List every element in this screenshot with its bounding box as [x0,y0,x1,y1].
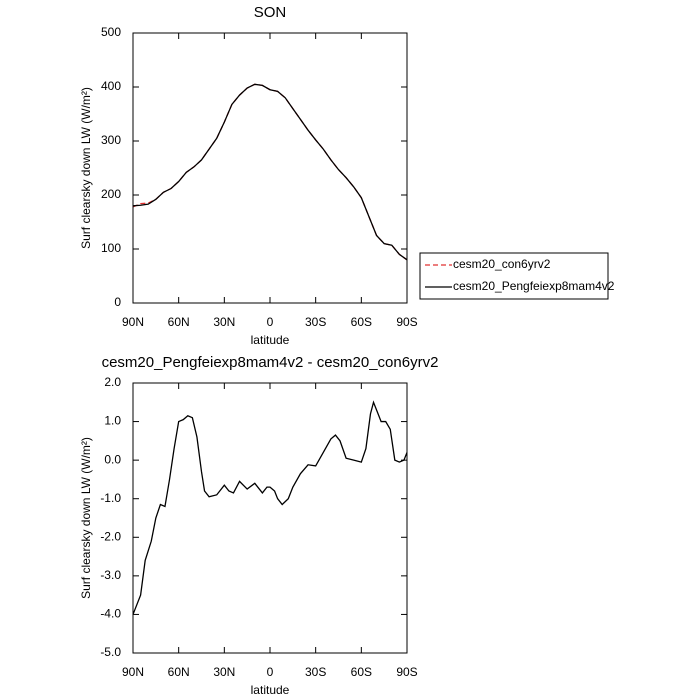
y-tick-label: 200 [101,187,121,201]
y-tick-label: -3.0 [100,568,121,582]
plot-frame [132,382,408,654]
x-tick-label: 30N [213,665,235,679]
data-line [132,400,408,615]
plot-frame [132,32,408,304]
y-tick-label: 500 [101,25,121,39]
x-tick-label: 30S [305,665,326,679]
y-tick-label: -5.0 [100,645,121,659]
y-tick-label: 0.0 [104,452,121,466]
x-tick-label: 90N [122,315,144,329]
legend-label: cesm20_Pengfeiexp8mam4v2 [453,279,615,293]
x-tick-label: 60N [168,315,190,329]
y-tick-label: 1.0 [104,414,121,428]
y-axis-label: Surf clearsky down LW (W/m²) [79,437,93,599]
x-tick-label: 0 [267,665,274,679]
x-tick-label: 0 [267,315,274,329]
x-tick-label: 60S [351,665,372,679]
x-tick-label: 60N [168,665,190,679]
legend-label: cesm20_con6yrv2 [453,257,551,271]
y-tick-label: 0 [114,295,121,309]
data-line [132,83,408,261]
y-tick-label: -1.0 [100,491,121,505]
x-axis-label: latitude [251,683,290,697]
y-tick-label: -2.0 [100,529,121,543]
y-tick-label: 400 [101,79,121,93]
y-axis-label: Surf clearsky down LW (W/m²) [79,87,93,249]
y-tick-label: 100 [101,241,121,255]
x-tick-label: 60S [351,315,372,329]
y-tick-label: 300 [101,133,121,147]
chart-title: cesm20_Pengfeiexp8mam4v2 - cesm20_con6yr… [102,354,439,371]
x-tick-label: 90S [396,315,417,329]
x-tick-label: 90N [122,665,144,679]
chart-title: SON [254,4,287,21]
y-tick-label: 2.0 [104,375,121,389]
x-tick-label: 30S [305,315,326,329]
x-axis-label: latitude [251,333,290,347]
x-tick-label: 30N [213,315,235,329]
y-tick-label: -4.0 [100,607,121,621]
x-tick-label: 90S [396,665,417,679]
data-line [132,83,408,261]
legend-box [419,252,609,300]
